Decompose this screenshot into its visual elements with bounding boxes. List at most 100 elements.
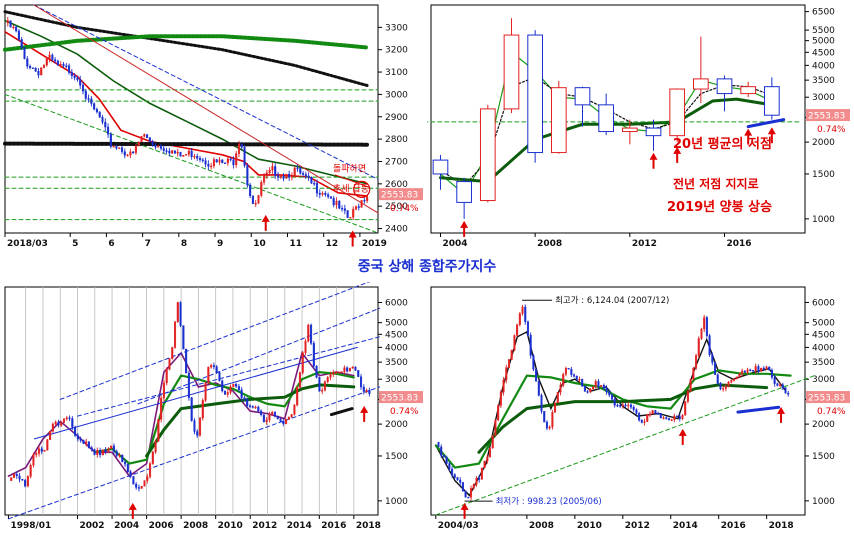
candle-body xyxy=(341,208,344,210)
candle-body xyxy=(76,435,79,440)
candle-body xyxy=(218,159,221,163)
candle-body xyxy=(602,385,605,389)
candle-body xyxy=(98,111,101,118)
candle-body xyxy=(273,412,277,417)
candle-body xyxy=(535,369,538,382)
candle-body xyxy=(104,449,107,452)
y-tick-label: 3300 xyxy=(385,23,408,33)
candle-body xyxy=(681,415,684,419)
candle-body xyxy=(669,88,686,137)
candle-body xyxy=(550,87,567,154)
candle-body xyxy=(49,431,52,440)
y-tick-label: 6000 xyxy=(385,298,408,308)
indicator-line xyxy=(33,4,379,214)
candle-body xyxy=(532,355,535,370)
candle-body xyxy=(40,448,43,452)
candle-body xyxy=(248,405,252,408)
candle-body xyxy=(662,417,665,419)
candle-body xyxy=(722,388,725,390)
candle-body xyxy=(667,418,670,420)
candle-body xyxy=(573,374,576,377)
candle-body xyxy=(749,369,752,372)
indicator-line xyxy=(3,10,369,87)
candle-body xyxy=(711,354,714,363)
candle-body xyxy=(51,54,54,60)
candle-body xyxy=(337,371,340,374)
candle-body xyxy=(187,150,190,155)
candle-body xyxy=(764,86,780,116)
candle-body xyxy=(352,208,355,218)
candle-body xyxy=(207,366,210,384)
candle-body xyxy=(12,26,15,29)
support-arrow-head xyxy=(673,146,682,154)
candle-body xyxy=(567,368,570,370)
candle-body xyxy=(120,147,124,152)
x-tick-label: 8 xyxy=(181,239,187,249)
candle-body xyxy=(132,476,135,485)
candle-body xyxy=(779,384,782,386)
x-tick-label: 9 xyxy=(217,239,223,249)
candle-body xyxy=(589,388,592,393)
y-tick-label: 2900 xyxy=(385,113,408,123)
support-arrow-head xyxy=(348,230,357,238)
candle-body xyxy=(448,463,451,470)
candle-body xyxy=(570,368,573,375)
candle-body xyxy=(190,150,193,157)
indicator-line xyxy=(59,277,381,400)
candle-body xyxy=(65,417,68,420)
candle-body xyxy=(475,478,478,485)
candle-body xyxy=(507,359,511,368)
x-tick-label: 2008 xyxy=(183,521,208,531)
candle-body xyxy=(201,400,204,419)
monthly-2004-chart: 1000150020002500300035004000450050006000… xyxy=(427,282,854,534)
candle-body xyxy=(182,325,185,350)
candle-body xyxy=(262,414,265,423)
candle-body xyxy=(594,381,597,387)
candle-body xyxy=(714,362,717,375)
candle-body xyxy=(575,376,578,380)
x-tick-label: 12 xyxy=(326,239,339,249)
candle-body xyxy=(115,146,118,149)
candle-body xyxy=(121,454,124,463)
candle-body xyxy=(210,165,213,168)
candle-body xyxy=(29,465,32,477)
candle-body xyxy=(757,366,760,372)
candle-body xyxy=(461,482,464,492)
candle-body xyxy=(296,387,299,406)
candle-body xyxy=(101,116,104,123)
candle-body xyxy=(224,162,227,165)
candle-body xyxy=(232,159,235,166)
candle-body xyxy=(581,379,584,387)
candle-body xyxy=(368,390,371,394)
candle-body xyxy=(210,365,213,368)
candle-body xyxy=(760,367,763,372)
candle-body xyxy=(619,405,622,407)
y-tick-label: 2000 xyxy=(812,138,835,148)
candle-body xyxy=(365,390,368,392)
x-tick-label: 2004 xyxy=(442,239,467,249)
y-tick-label: 6000 xyxy=(812,298,835,308)
candle-body xyxy=(554,402,557,413)
y-tick-label: 5000 xyxy=(385,319,408,329)
y-tick-label: 2400 xyxy=(385,225,408,235)
candle-body xyxy=(60,422,63,426)
support-arrow-head xyxy=(767,127,776,135)
candle-body xyxy=(43,449,46,452)
candle-body xyxy=(107,448,110,452)
indicator-line xyxy=(4,19,368,185)
candle-body xyxy=(99,450,102,456)
candle-body xyxy=(21,479,24,481)
candle-body xyxy=(781,384,784,389)
candle-body xyxy=(527,34,543,154)
candle-body xyxy=(26,58,29,67)
candle-body xyxy=(143,134,146,137)
candle-body xyxy=(363,200,366,202)
candle-body xyxy=(221,159,224,164)
candle-body xyxy=(657,413,660,415)
candle-body xyxy=(616,404,619,407)
candle-body xyxy=(324,193,327,195)
candle-body xyxy=(627,404,630,407)
x-tick-label: 2014 xyxy=(673,521,698,531)
y-tick-label: 3000 xyxy=(812,93,835,103)
y-tick-label: 4000 xyxy=(385,343,408,353)
